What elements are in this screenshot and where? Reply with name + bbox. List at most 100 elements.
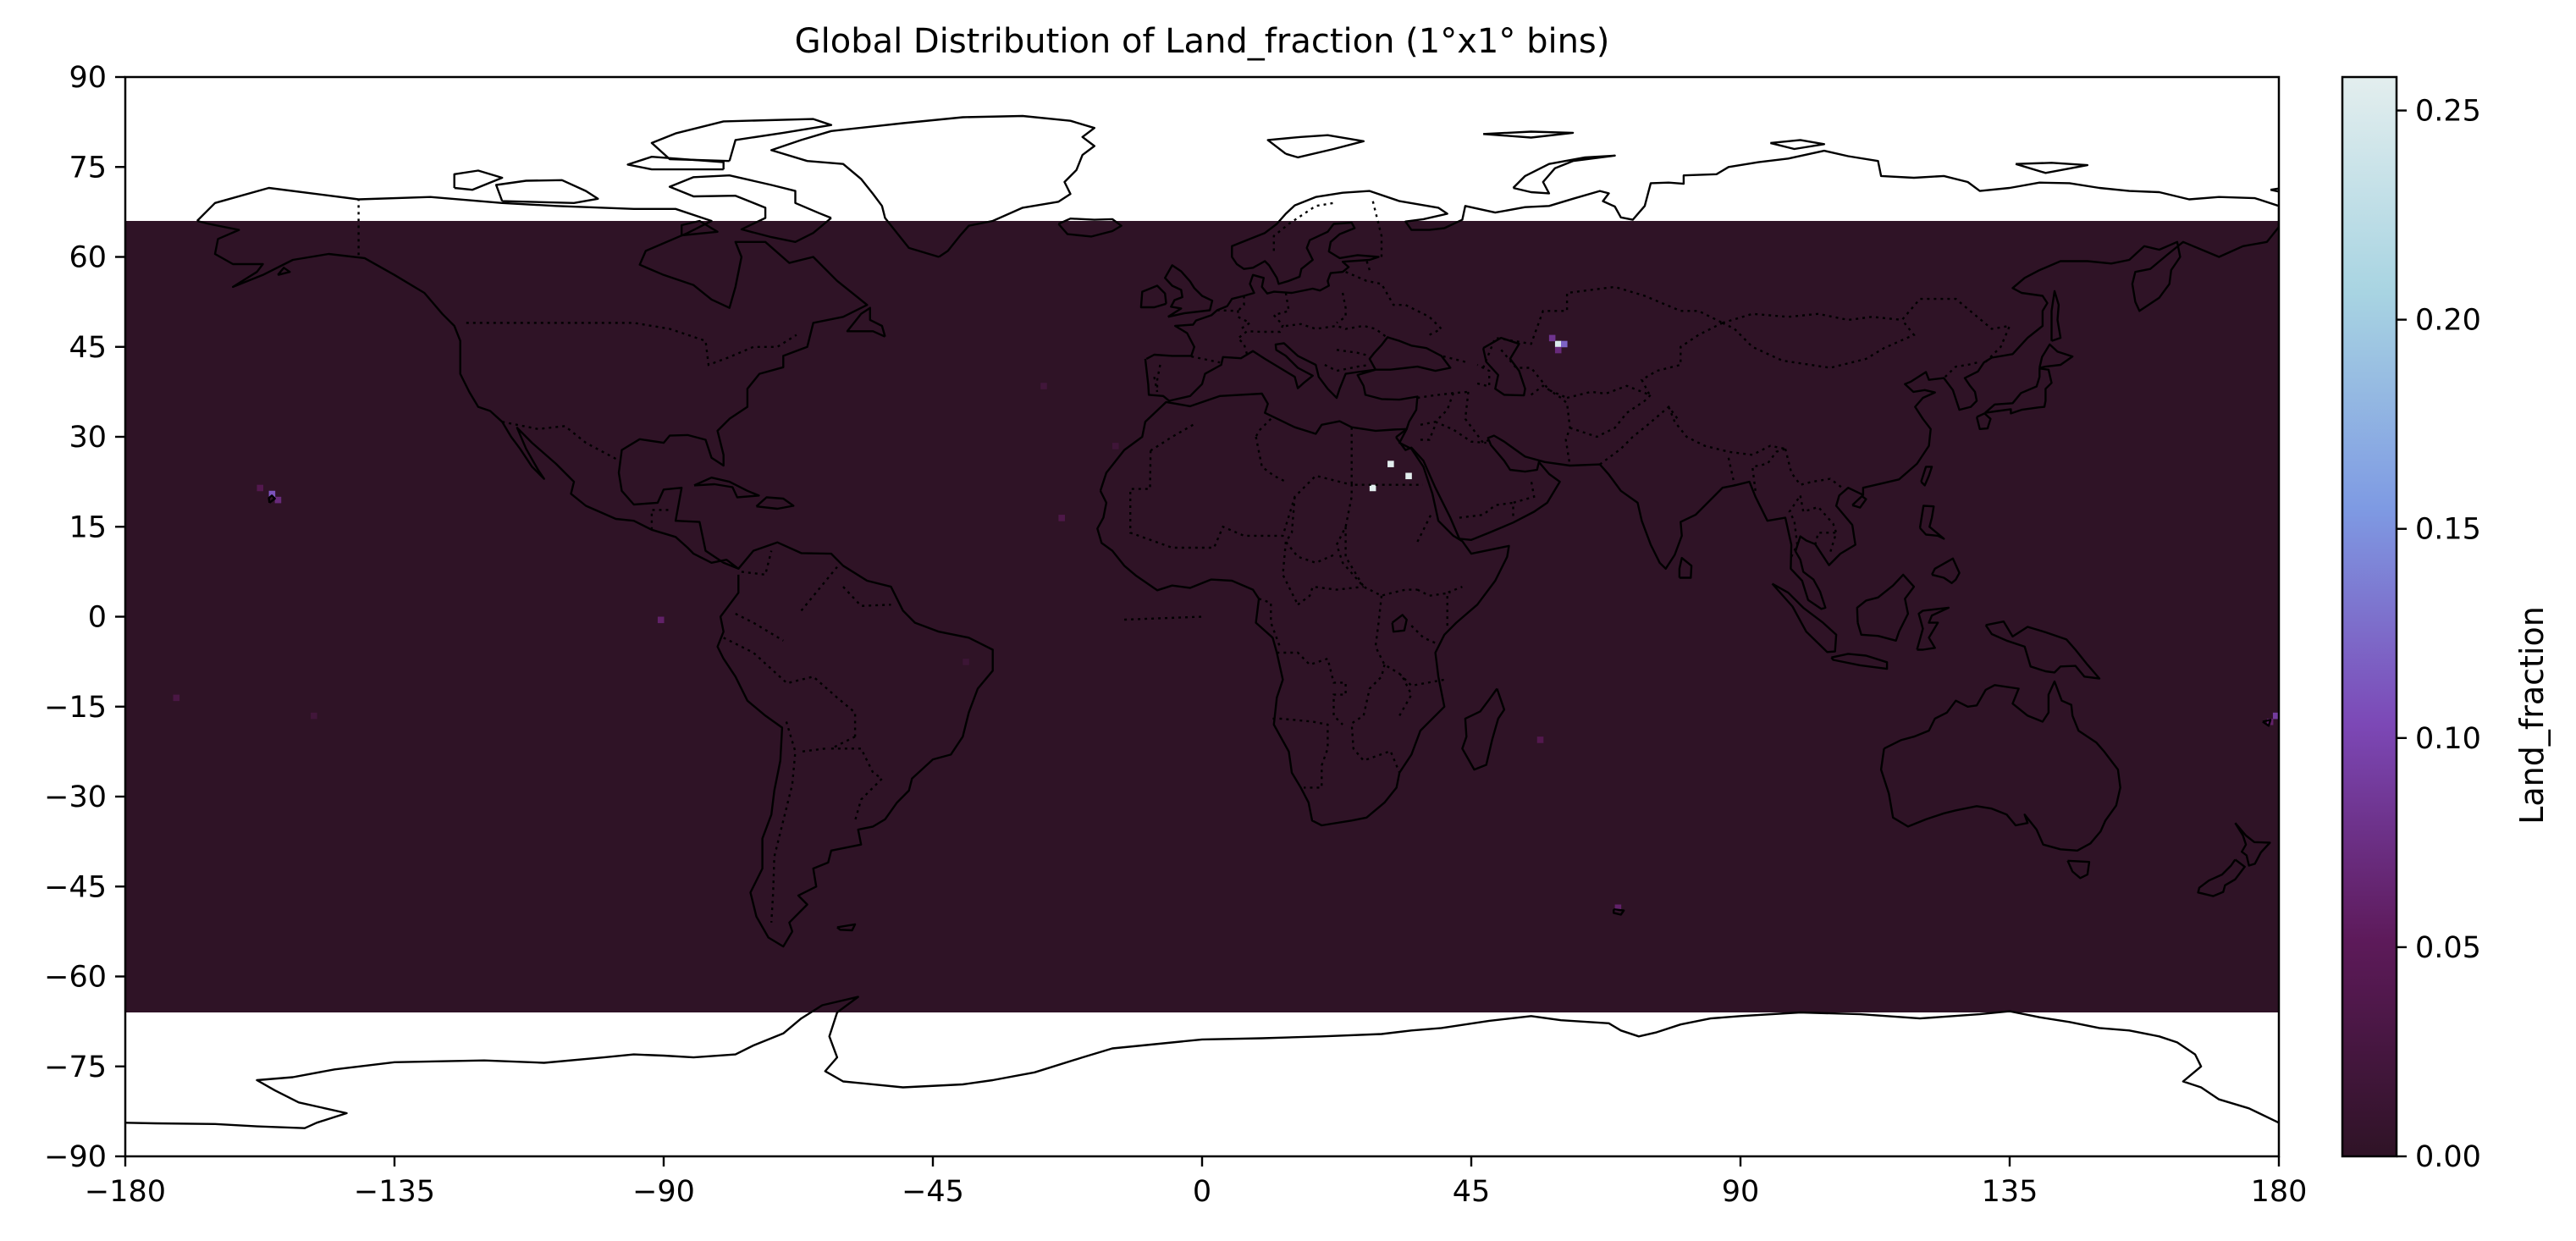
coastline — [1984, 367, 2053, 415]
y-tick-label: 75 — [69, 151, 107, 185]
country-border — [1336, 292, 1347, 324]
colorbar-tick-label: 0.20 — [2415, 304, 2481, 338]
coastline — [681, 219, 719, 237]
country-border — [501, 421, 621, 463]
y-tick-label: 30 — [69, 421, 107, 455]
country-border — [1255, 417, 1272, 438]
country-border — [1410, 625, 1439, 646]
y-tick-label: −45 — [44, 870, 107, 904]
y-tick-label: −30 — [44, 780, 107, 814]
coastline — [453, 169, 504, 191]
country-border — [1420, 392, 1454, 426]
coastline — [1057, 218, 1123, 238]
coastline — [125, 996, 2279, 1129]
coastline — [1851, 494, 1867, 509]
colorbar-ticks: 0.00 0.05 0.10 0.15 0.20 0.25 — [2397, 95, 2481, 1174]
country-border — [1285, 323, 1388, 339]
x-axis: −180 −135 −90 −45 0 45 90 135 180 — [85, 1156, 2307, 1209]
coastline — [277, 267, 291, 276]
coastlines — [125, 114, 2279, 1129]
x-tick-label: 0 — [1193, 1175, 1211, 1209]
coastline — [716, 541, 994, 948]
heatmap-cell — [274, 496, 282, 504]
country-border — [1324, 363, 1371, 372]
coastline — [1931, 557, 1961, 584]
coastline — [1771, 582, 1838, 654]
country-border — [1459, 501, 1514, 519]
y-tick-label: −15 — [44, 691, 107, 725]
heatmap-cell — [657, 616, 665, 624]
country-borders — [357, 199, 2011, 923]
country-border — [1255, 436, 1287, 483]
heatmap-cell — [1554, 340, 1562, 348]
heatmap-cell — [2272, 712, 2280, 720]
country-border — [1441, 355, 1466, 363]
country-border — [1944, 361, 1980, 378]
coastline — [2050, 290, 2062, 342]
coastline — [1096, 392, 1510, 827]
coastline — [1770, 139, 1826, 151]
heatmap-cell — [311, 712, 317, 720]
coastline — [755, 496, 795, 510]
country-border — [1191, 355, 1221, 364]
coastline — [1481, 336, 1526, 397]
coastline — [1391, 614, 1408, 633]
coastline — [770, 114, 1096, 258]
coastline — [1163, 264, 1214, 318]
country-border — [1350, 427, 1423, 486]
x-tick-label: −180 — [85, 1175, 166, 1209]
country-border — [830, 747, 884, 821]
heatmap-cell — [256, 484, 264, 492]
country-border — [1128, 450, 1418, 597]
country-border — [1435, 421, 1487, 444]
coastline — [1266, 134, 1365, 159]
heatmap-cell — [1554, 346, 1562, 354]
coastline — [1856, 573, 1916, 642]
chart-title: Global Distribution of Land_fraction (1°… — [795, 22, 1610, 61]
country-border — [1799, 495, 1838, 554]
coastline — [2262, 719, 2272, 727]
country-border — [1420, 424, 1437, 441]
y-tick-label: 60 — [69, 241, 107, 275]
heatmap-cell — [1369, 484, 1376, 492]
heatmap-data-band — [125, 221, 2279, 1012]
heatmap-cell — [1405, 472, 1412, 480]
y-tick-label: −60 — [44, 961, 107, 995]
country-border — [1416, 588, 1451, 597]
coastline — [2015, 162, 2089, 174]
country-border — [1216, 309, 1252, 330]
heatmap-cell — [1561, 340, 1568, 348]
map-plot-area — [124, 75, 2281, 1158]
country-border — [1481, 285, 1724, 368]
x-tick-label: 180 — [2251, 1175, 2308, 1209]
country-border — [1150, 423, 1194, 452]
colorbar-tick-label: 0.05 — [2415, 931, 2481, 965]
y-axis: 90 75 60 45 30 15 0 −15 −30 −45 −60 −75 −90 — [44, 61, 125, 1174]
country-border — [1277, 651, 1347, 725]
coastline — [1916, 606, 1950, 651]
coastline — [1975, 412, 1992, 430]
country-border — [1398, 676, 1413, 716]
coastline — [836, 923, 857, 932]
colorbar-tick-label: 0.00 — [2415, 1140, 2481, 1174]
country-border — [1727, 457, 1736, 485]
coastline — [1483, 130, 1575, 139]
coastline — [1144, 149, 2279, 610]
coastline — [2038, 343, 2074, 369]
coastline — [1612, 908, 1625, 916]
country-border — [800, 565, 838, 612]
coastline — [2270, 187, 2279, 193]
country-border — [1599, 405, 1679, 466]
x-tick-label: 90 — [1722, 1175, 1760, 1209]
country-border — [741, 550, 773, 576]
x-tick-label: 45 — [1453, 1175, 1491, 1209]
country-border — [1784, 448, 1843, 489]
country-border — [789, 675, 857, 737]
x-tick-label: −135 — [354, 1175, 435, 1209]
country-border — [1566, 384, 1651, 400]
coastline — [1879, 680, 2121, 852]
heatmap-cell — [1040, 383, 1047, 389]
coastline — [1918, 505, 1945, 540]
colorbar-tick-label: 0.15 — [2415, 513, 2481, 547]
